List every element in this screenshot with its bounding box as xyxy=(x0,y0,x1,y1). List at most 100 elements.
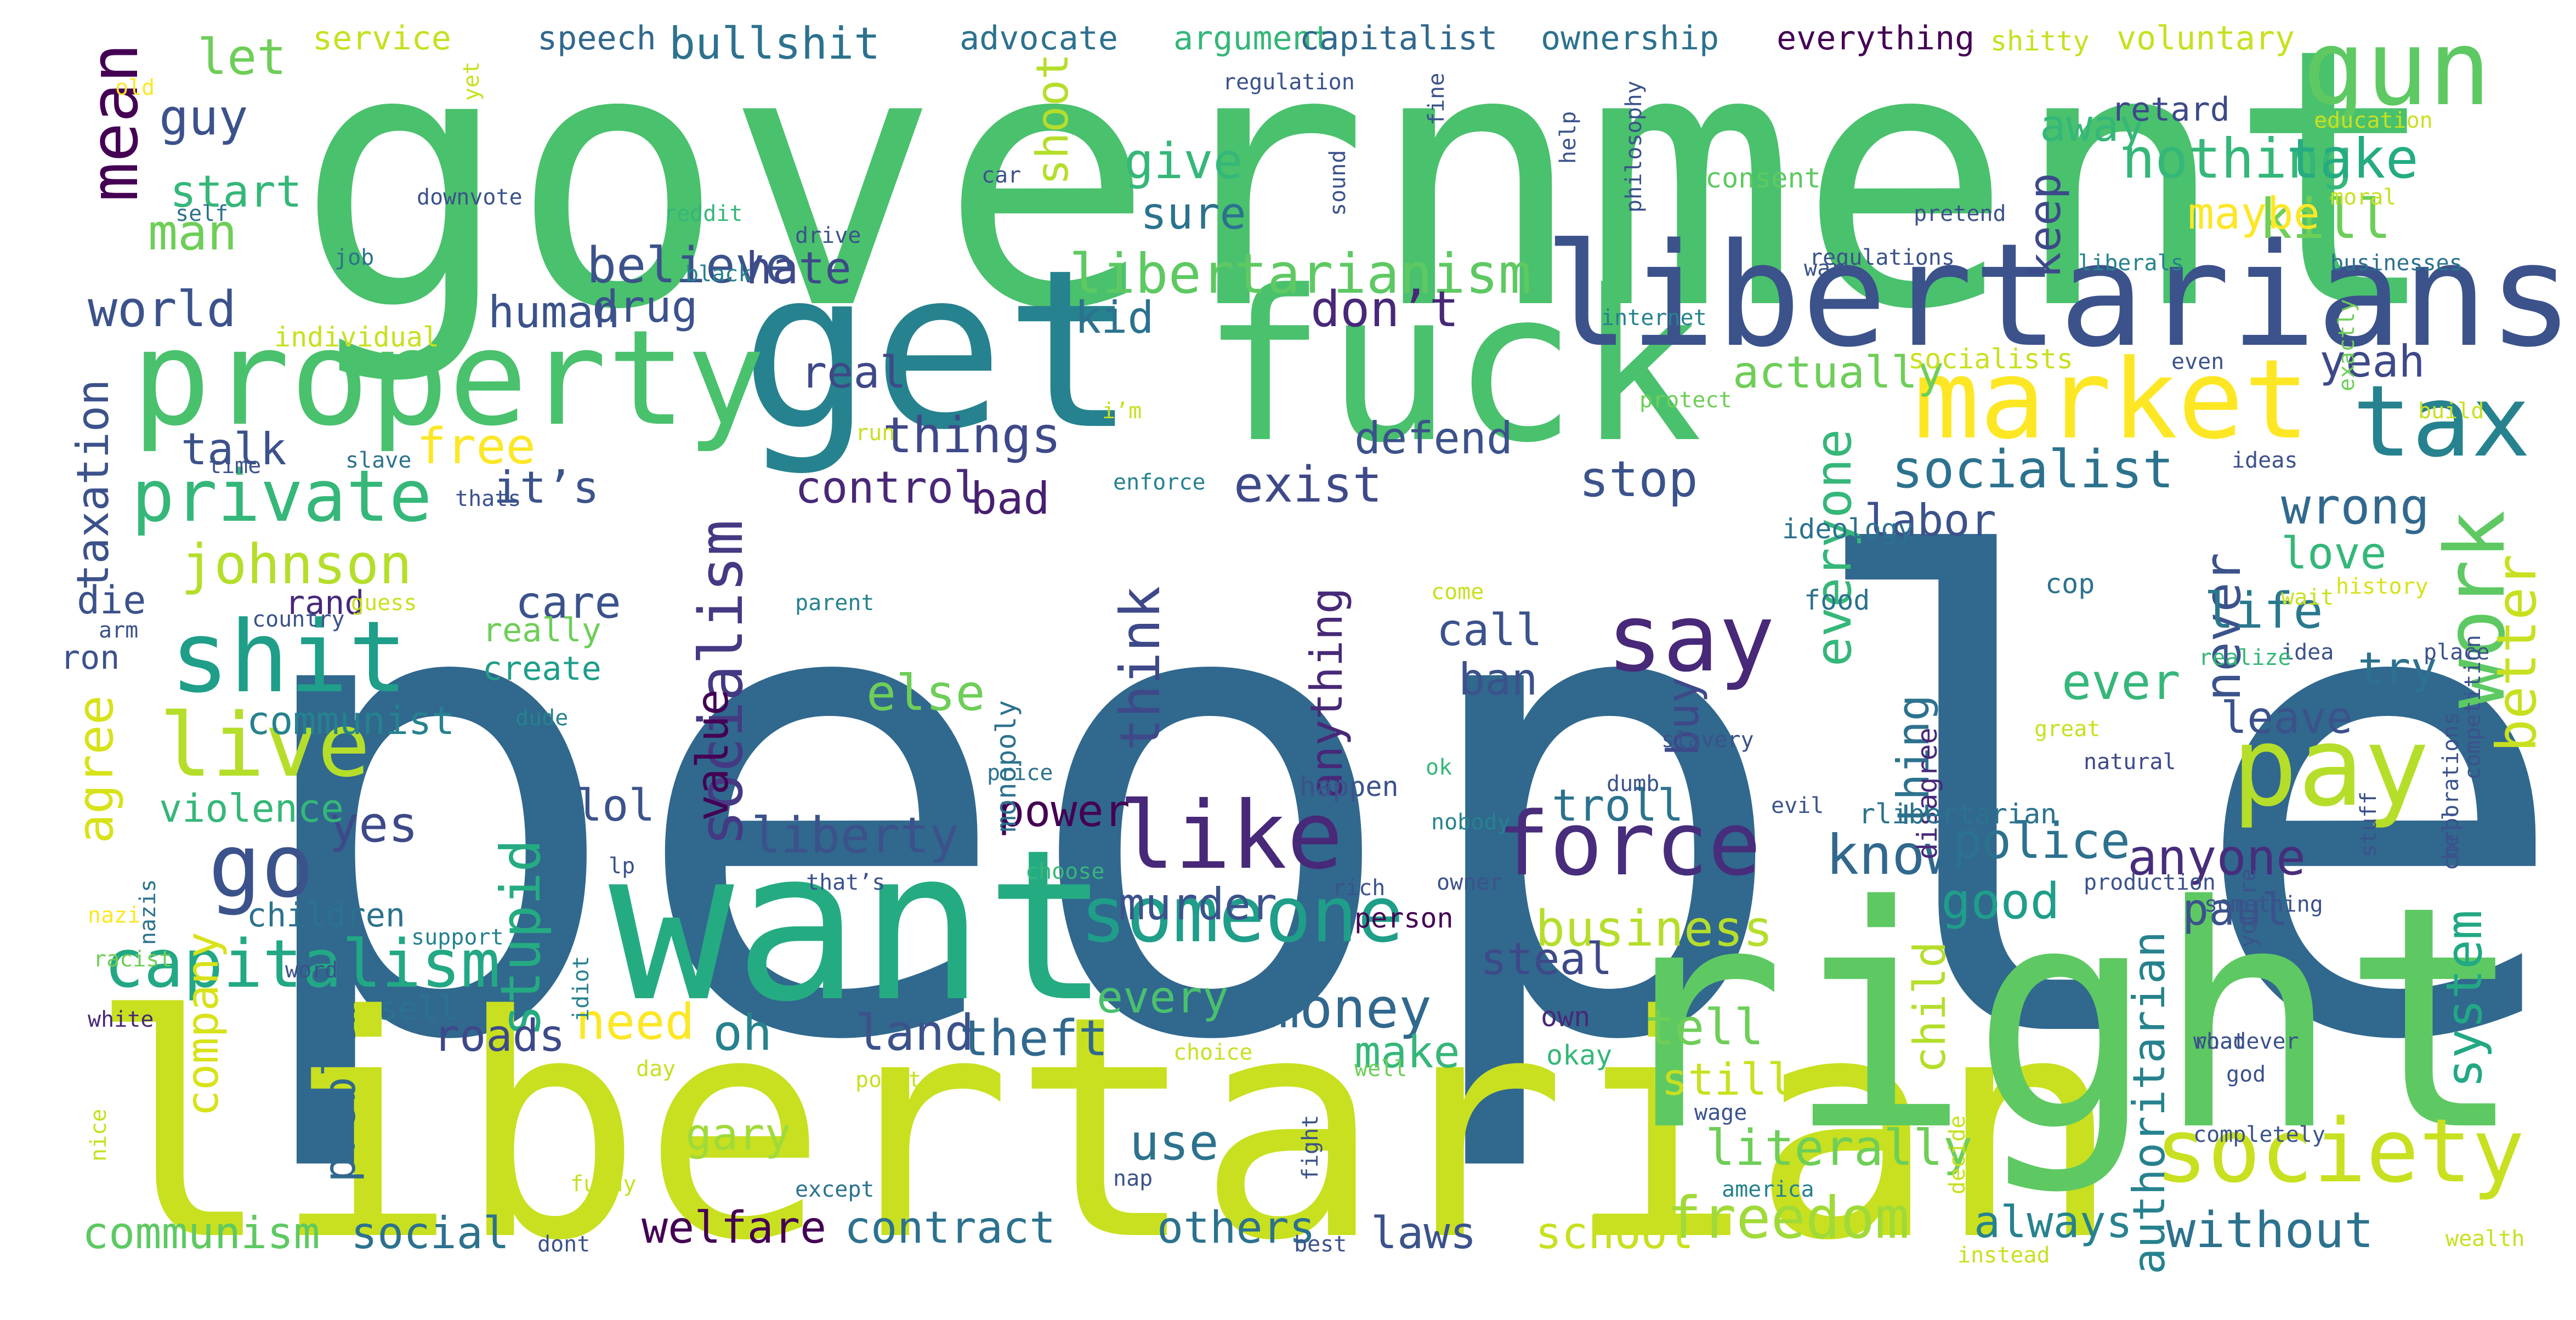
cloud-word-bullshit: bullshit xyxy=(669,18,881,69)
cloud-word-libertarian: libertarian xyxy=(88,951,2121,1308)
cloud-word-nap: nap xyxy=(1113,1166,1153,1191)
cloud-word-build: build xyxy=(2418,399,2484,424)
cloud-word-place: place xyxy=(2424,640,2490,665)
cloud-word-keep: keep xyxy=(2019,173,2070,279)
cloud-word-war: war xyxy=(1804,256,1844,281)
cloud-word-everyone: everyone xyxy=(1805,429,1863,667)
cloud-word-violence: violence xyxy=(159,786,344,831)
cloud-word-bad: bad xyxy=(971,473,1050,524)
cloud-word-problem: problem xyxy=(314,998,365,1183)
cloud-word-dumb: dumb xyxy=(1607,771,1660,796)
cloud-word-enforce: enforce xyxy=(1113,470,1206,495)
cloud-word-create: create xyxy=(483,650,602,688)
cloud-word-kid: kid xyxy=(1075,292,1154,343)
cloud-word-everything: everything xyxy=(1777,19,1975,58)
cloud-word-internet: internet xyxy=(1601,305,1707,331)
cloud-word-good: good xyxy=(1941,873,2060,930)
cloud-word-great: great xyxy=(2034,716,2101,742)
cloud-word-instead: instead xyxy=(1957,1243,2050,1268)
cloud-word-slave: slave xyxy=(345,448,412,473)
cloud-word-shit: shit xyxy=(170,600,408,715)
cloud-word-fuck: fuck xyxy=(1201,246,1703,488)
cloud-word-force: force xyxy=(1497,793,1761,895)
cloud-word-communist: communist xyxy=(247,698,455,743)
cloud-word-philosophy: philosophy xyxy=(1621,81,1647,213)
cloud-word-rlibertarian: rlibertarian xyxy=(1859,798,2057,830)
cloud-word-defend: defend xyxy=(1354,413,1513,464)
cloud-word-wait: wait xyxy=(2281,585,2334,610)
cloud-word-okay: okay xyxy=(1546,1039,1613,1071)
cloud-word-stuff: stuff xyxy=(2356,791,2381,857)
cloud-word-give: give xyxy=(1124,133,1243,190)
cloud-word-whatever: whatever xyxy=(2193,1029,2299,1054)
cloud-word-libertarians: libertarians xyxy=(1544,213,2574,379)
cloud-word-consent: consent xyxy=(1705,162,1821,194)
cloud-word-value: value xyxy=(687,689,738,821)
cloud-word-car: car xyxy=(981,163,1022,188)
cloud-word-retard: retard xyxy=(2111,90,2230,129)
cloud-word-nice: nice xyxy=(86,1108,111,1162)
cloud-word-business: business xyxy=(1535,900,1773,958)
cloud-word-social: social xyxy=(351,1208,509,1259)
cloud-word-free: free xyxy=(417,418,536,475)
cloud-word-argument: argument xyxy=(1173,19,1332,58)
cloud-word-old: old xyxy=(115,75,155,100)
cloud-word-take: take xyxy=(2286,127,2419,191)
cloud-word-job: job xyxy=(334,245,375,270)
cloud-word-life: life xyxy=(2204,582,2323,640)
cloud-word-guy: guy xyxy=(159,89,248,146)
cloud-word-lol: lol xyxy=(576,780,655,831)
cloud-word-literally: literally xyxy=(1705,1119,1973,1177)
cloud-word-time: time xyxy=(208,453,262,479)
cloud-word-things: things xyxy=(883,407,1062,464)
cloud-word-white: white xyxy=(88,1007,154,1032)
cloud-word-taxation: taxation xyxy=(67,379,118,590)
cloud-word-cop: cop xyxy=(2045,568,2095,600)
cloud-word-still: still xyxy=(1661,1054,1794,1105)
cloud-word-ok: ok xyxy=(1426,755,1452,780)
cloud-word-wage: wage xyxy=(1694,1100,1747,1125)
cloud-word-land: land xyxy=(855,1004,974,1062)
cloud-word-protect: protect xyxy=(1639,388,1732,413)
cloud-word-ban: ban xyxy=(1459,654,1538,705)
cloud-word-point: point xyxy=(855,1067,922,1093)
cloud-word-best: best xyxy=(1294,1232,1347,1257)
cloud-word-need: need xyxy=(576,993,695,1051)
cloud-word-maybe: maybe xyxy=(2188,188,2320,239)
cloud-word-happen: happen xyxy=(1300,771,1399,803)
cloud-word-tell: tell xyxy=(1645,999,1764,1056)
cloud-word-production: production xyxy=(2084,870,2216,895)
cloud-word-actually: actually xyxy=(1733,347,1944,398)
cloud-word-country: country xyxy=(252,607,345,632)
cloud-word-yes: yes xyxy=(329,796,418,854)
cloud-word-support: support xyxy=(411,925,504,950)
cloud-word-speech: speech xyxy=(537,19,656,58)
cloud-word-gun: gun xyxy=(2303,8,2492,129)
cloud-word-slavery: slavery xyxy=(1661,727,1754,753)
cloud-word-every: every xyxy=(1097,972,1229,1023)
cloud-word-guess: guess xyxy=(351,590,417,616)
cloud-word-man: man xyxy=(148,204,237,261)
cloud-word-laws: laws xyxy=(1371,1208,1477,1259)
cloud-word-school: school xyxy=(1535,1208,1694,1259)
cloud-word-thats: thats xyxy=(455,486,521,511)
cloud-word-rich: rich xyxy=(1332,875,1386,901)
cloud-word-believe: believe xyxy=(587,237,795,294)
cloud-word-property: property xyxy=(132,301,765,455)
cloud-word-kill: kill xyxy=(2259,187,2391,251)
cloud-word-murder: murder xyxy=(1119,879,1277,930)
cloud-word-fight: fight xyxy=(1298,1114,1323,1181)
cloud-word-advocate: advocate xyxy=(960,19,1118,58)
cloud-word-except: except xyxy=(795,1177,875,1202)
cloud-word-communism: communism xyxy=(82,1208,320,1259)
cloud-word-talk: talk xyxy=(181,424,287,475)
cloud-word-others: others xyxy=(1157,1202,1315,1253)
cloud-word-yeah: yeah xyxy=(2319,336,2425,387)
cloud-word-let: let xyxy=(197,29,287,86)
cloud-word-get: get xyxy=(740,223,1137,478)
cloud-word-drive: drive xyxy=(795,223,861,248)
cloud-word-idiot: idiot xyxy=(569,955,594,1022)
cloud-word-capitalism: capitalism xyxy=(104,926,501,1003)
cloud-word-rand: rand xyxy=(285,584,365,622)
